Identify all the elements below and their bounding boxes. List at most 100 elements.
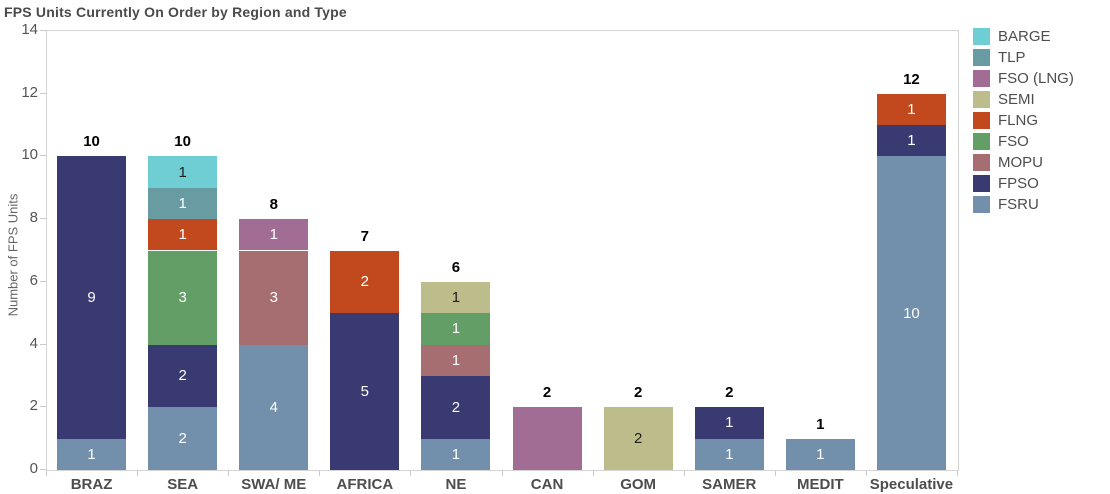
bar-speculative: 10 1 1 [876,93,946,470]
bar-segment-value: 1 [178,194,187,212]
bar-segment-gom-semi[interactable]: 2 [603,407,673,470]
bar-swa-me: 4 3 1 [239,219,309,470]
legend-item-fso[interactable]: FSO [973,133,1074,150]
bar-segment-value: 1 [725,445,734,463]
bar-segment-africa-fpso[interactable]: 5 [330,313,400,470]
legend-label: TLP [998,49,1026,66]
x-tick-mark [319,471,321,476]
x-axis-label-ne: NE [445,476,467,493]
bar-total-label-sea: 10 [174,133,191,151]
x-tick-mark [410,471,412,476]
bar-segment-value: 2 [633,430,643,448]
legend-label: FLNG [998,112,1039,129]
legend-item-fpso[interactable]: FPSO [973,175,1074,192]
bar-total-label-africa: 7 [360,227,370,245]
bar-segment-ne-semi[interactable]: 1 [421,281,491,314]
y-tick-label: 12 [21,83,38,101]
y-tick-mark [40,280,46,282]
legend-label: FSO (LNG) [998,70,1074,87]
x-tick-mark [774,471,776,476]
legend-swatch-tlp [973,49,990,66]
bar-segment-value: 2 [178,430,187,448]
bar-segment-value: 1 [451,445,461,463]
bar-segment-africa-flng[interactable]: 2 [330,250,400,314]
bar-segment-can-fso-lng[interactable] [512,407,582,470]
bar-segment-speculative-fpso[interactable]: 1 [876,125,946,157]
legend-item-fso-lng[interactable]: FSO (LNG) [973,70,1074,87]
bar-can [512,407,582,470]
legend-swatch-fpso [973,175,990,192]
legend-item-mopu[interactable]: MOPU [973,154,1074,171]
bar-segment-braz-fsru[interactable]: 1 [57,438,127,470]
y-tick-label: 10 [21,146,38,164]
bar-segment-value: 9 [87,289,96,307]
legend-item-barge[interactable]: BARGE [973,28,1074,45]
bar-segment-ne-fpso[interactable]: 2 [421,375,491,439]
bar-total-label-swa-me: 8 [269,196,278,214]
bar-segment-value: 2 [360,273,370,291]
bar-segment-sea-tlp[interactable]: 1 [148,187,218,220]
bar-segment-value: 1 [907,132,916,150]
bar-segment-speculative-fsru[interactable]: 10 [876,156,946,470]
bar-segment-ne-fso[interactable]: 1 [421,313,491,345]
x-axis-label-africa: AFRICA [336,476,394,493]
legend-item-tlp[interactable]: TLP [973,49,1074,66]
bar-segment-swa-me-mopu[interactable]: 3 [239,250,309,345]
y-tick-mark [40,155,46,157]
bar-segment-value: 1 [907,100,916,118]
x-axis-label-samer: SAMER [702,476,757,493]
bar-segment-ne-mopu[interactable]: 1 [421,344,491,376]
x-axis-label-speculative: Speculative [869,476,954,493]
bar-segment-value: 1 [451,289,461,307]
y-tick-label: 8 [29,209,38,227]
x-tick-mark [683,471,685,476]
bar-total-label-braz: 10 [83,133,100,151]
bar-segment-swa-me-fso-lng[interactable]: 1 [239,219,309,251]
x-tick-mark [957,471,958,476]
x-tick-mark [228,471,230,476]
legend-item-flng[interactable]: FLNG [973,112,1074,129]
bar-segment-braz-fpso[interactable]: 9 [57,156,127,439]
bar-segment-samer-fpso[interactable]: 1 [694,407,764,439]
legend-swatch-flng [973,112,990,129]
bar-segment-value: 1 [178,226,187,244]
x-axis-label-braz: BRAZ [70,476,113,493]
y-tick-label: 0 [29,460,38,477]
bar-segment-ne-fsru[interactable]: 1 [421,438,491,470]
x-tick-mark [865,471,867,476]
y-tick-mark [40,92,46,94]
bar-segment-value: 1 [269,226,278,244]
x-axis-label-swa-me: SWA/ ME [241,476,307,493]
bar-segment-speculative-flng[interactable]: 1 [876,93,946,126]
legend-swatch-fso-lng [973,70,990,87]
legend-swatch-fso [973,133,990,150]
legend-label: MOPU [998,154,1043,171]
bar-total-label-samer: 2 [725,384,734,402]
x-tick-mark [501,471,503,476]
bar-total-label-speculative: 12 [903,70,920,88]
bar-segment-sea-fso[interactable]: 3 [148,250,218,345]
bar-segment-sea-flng[interactable]: 1 [148,219,218,251]
x-tick-mark [46,471,47,476]
bar-segment-swa-me-fsru[interactable]: 4 [239,344,309,470]
bar-segment-medit-fsru[interactable]: 1 [785,438,855,470]
bar-total-label-can: 2 [542,384,552,402]
bar-total-label-ne: 6 [451,258,461,276]
y-tick-mark [40,469,46,470]
legend: BARGE TLP FSO (LNG) SEMI FLNG FSO MOPU FPSO FSRU [973,28,1074,217]
bar-total-label-medit: 1 [816,415,825,433]
bar-segment-sea-fpso[interactable]: 2 [148,344,218,408]
legend-item-fsru[interactable]: FSRU [973,196,1074,213]
y-tick-label: 4 [29,334,38,352]
bar-segment-sea-barge[interactable]: 1 [148,156,218,188]
bar-segment-value: 2 [451,398,461,416]
y-tick-mark [40,218,46,220]
bar-segment-sea-fsru[interactable]: 2 [148,407,218,470]
bar-segment-samer-fsru[interactable]: 1 [694,438,764,470]
bar-segment-value: 1 [816,445,825,463]
legend-item-semi[interactable]: SEMI [973,91,1074,108]
y-tick-label: 14 [21,21,38,38]
